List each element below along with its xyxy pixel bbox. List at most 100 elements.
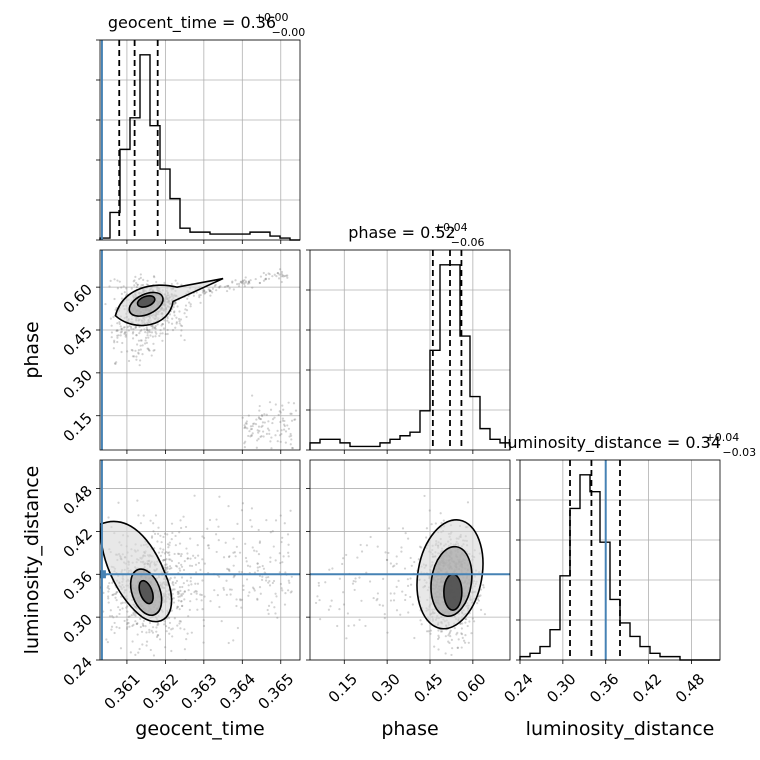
sample-point xyxy=(278,552,281,555)
sample-point xyxy=(194,589,197,593)
sample-point xyxy=(182,592,185,595)
sample-point xyxy=(364,624,367,628)
sample-point xyxy=(147,347,150,350)
y-tick-label-phase: 0.15 xyxy=(60,409,96,445)
sample-point xyxy=(286,276,289,279)
sample-point xyxy=(193,494,196,497)
sample-point xyxy=(228,555,231,558)
sample-point xyxy=(228,568,231,571)
sample-point xyxy=(126,618,129,621)
sample-point xyxy=(259,418,263,421)
sample-point xyxy=(463,641,467,644)
sample-point xyxy=(113,592,116,596)
sample-point xyxy=(107,585,110,588)
x-tick-label-luminosity_distance: 0.36 xyxy=(586,670,622,706)
sample-point xyxy=(115,361,118,364)
scatter-phase-luminosity_distance-frame xyxy=(309,459,511,661)
sample-point xyxy=(356,556,359,559)
sample-point xyxy=(448,641,451,645)
sample-point xyxy=(186,632,189,635)
sample-point xyxy=(165,625,168,628)
sample-point xyxy=(195,590,198,593)
sample-point xyxy=(129,651,132,654)
sample-point xyxy=(239,281,243,284)
sample-point xyxy=(261,575,264,578)
sample-point xyxy=(201,579,204,582)
sample-point xyxy=(235,545,238,548)
sample-point xyxy=(125,606,128,609)
sample-point xyxy=(176,305,179,308)
sample-point xyxy=(152,349,155,352)
sample-point xyxy=(276,429,279,432)
sample-point xyxy=(236,283,239,286)
sample-point xyxy=(248,430,251,433)
sample-point xyxy=(112,347,115,350)
sample-point xyxy=(177,595,180,598)
contour-inner xyxy=(136,295,156,308)
x-tick-label-geocent_time: 0.364 xyxy=(216,670,259,713)
sample-point xyxy=(256,598,259,601)
sample-point xyxy=(137,339,141,342)
sample-point xyxy=(283,603,287,606)
sample-point xyxy=(170,559,174,563)
sample-point xyxy=(259,417,262,421)
sample-point xyxy=(200,599,203,602)
sample-point xyxy=(279,440,282,443)
sample-point xyxy=(118,626,121,630)
sample-point xyxy=(460,627,463,630)
sample-point xyxy=(209,600,212,603)
sample-point xyxy=(179,554,183,558)
sample-point xyxy=(211,287,214,290)
sample-point xyxy=(138,325,141,329)
sample-point xyxy=(289,432,292,436)
sample-point xyxy=(425,630,429,633)
sample-point xyxy=(138,364,141,367)
sample-point xyxy=(409,583,413,586)
sample-point xyxy=(126,626,129,629)
sample-point xyxy=(170,609,173,612)
sample-point xyxy=(133,284,136,287)
sample-point xyxy=(196,582,200,585)
sample-point xyxy=(162,548,165,551)
sample-point xyxy=(143,328,146,331)
sample-point xyxy=(369,535,372,539)
sample-point xyxy=(238,570,241,573)
sample-point xyxy=(136,499,139,502)
sample-point xyxy=(168,541,171,544)
sample-point xyxy=(479,608,483,612)
sample-point xyxy=(187,615,190,618)
sample-point xyxy=(129,325,133,328)
sample-point xyxy=(139,344,142,347)
sample-point xyxy=(134,653,137,656)
sample-point xyxy=(110,615,114,618)
sample-point xyxy=(109,279,112,282)
sample-point xyxy=(255,446,258,449)
sample-point xyxy=(222,586,225,590)
sample-point xyxy=(120,350,123,354)
sample-point xyxy=(353,588,356,592)
sample-point xyxy=(214,283,217,286)
sample-point xyxy=(342,557,345,560)
sample-point xyxy=(188,564,192,567)
sample-point xyxy=(318,598,321,602)
sample-point xyxy=(331,567,334,570)
x-axis-label-phase: phase xyxy=(381,718,438,740)
sample-point xyxy=(264,273,268,276)
sample-point xyxy=(208,518,212,522)
sample-point xyxy=(162,535,165,539)
sample-point xyxy=(131,349,134,352)
y-tick-label-luminosity_distance: 0.42 xyxy=(60,525,96,561)
sample-point xyxy=(185,309,189,312)
sample-point xyxy=(173,552,176,556)
sample-point xyxy=(268,584,272,587)
sample-point xyxy=(281,274,284,277)
sample-point xyxy=(376,597,379,601)
sample-point xyxy=(259,275,263,278)
sample-point xyxy=(110,331,114,334)
sample-point xyxy=(266,608,269,612)
sample-point xyxy=(281,404,284,407)
sample-point xyxy=(186,557,189,560)
sample-point xyxy=(273,416,276,419)
sample-point xyxy=(179,318,183,321)
sample-point xyxy=(168,565,172,568)
